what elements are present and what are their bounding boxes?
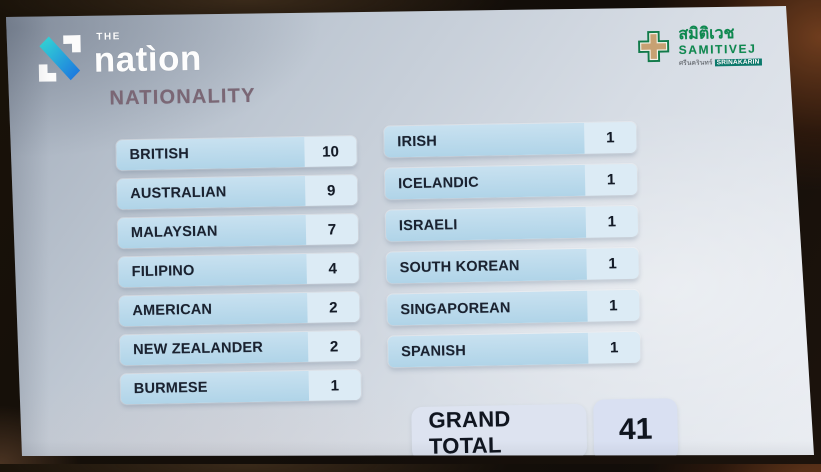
nationality-label: NEW ZEALANDER: [119, 331, 309, 366]
samitivej-branch-line: ศรีนครินทร์ SRINAKARIN: [679, 57, 762, 69]
nationality-count: 1: [609, 339, 619, 357]
nationality-row: MALAYSIAN 7: [117, 213, 359, 249]
nationality-row: SOUTH KOREAN 1: [386, 247, 639, 284]
samitivej-name: SAMITIVEJ: [678, 41, 757, 57]
nationality-column-right: IRISH 1 ICELANDIC 1 ISRAELI 1 SOUTH KOREAN 1 SIN…: [384, 121, 641, 379]
nationality-label: SINGAPOREAN: [387, 290, 588, 326]
nationality-label: FILIPINO: [118, 253, 307, 288]
nationality-count: 1: [605, 129, 615, 147]
grand-total-value: 41: [593, 398, 679, 456]
nationality-label: ISRAELI: [385, 206, 587, 242]
samitivej-cross-icon: [638, 30, 670, 63]
nationality-label: BURMESE: [120, 370, 310, 405]
nationality-row: SPANISH 1: [387, 331, 641, 368]
nationality-count: 1: [330, 376, 340, 394]
samitivej-logo: สมิติเวช SAMITIVEJ ศรีนครินทร์ SRINAKARI…: [636, 25, 762, 69]
nation-logo: THE natìon: [36, 28, 202, 82]
nationality-label: AMERICAN: [119, 292, 308, 327]
nation-name-label: natìon: [93, 38, 203, 80]
grand-total-row: GRAND TOTAL 41: [411, 398, 679, 456]
nationality-row: ISRAELI 1: [385, 205, 639, 242]
nationality-row: ICELANDIC 1: [384, 163, 638, 200]
nationality-row: AUSTRALIAN 9: [116, 174, 358, 210]
page-title: NATIONALITY: [109, 84, 256, 110]
nationality-count: 10: [322, 142, 340, 161]
nationality-row: AMERICAN 2: [119, 291, 360, 327]
nationality-count: 7: [327, 220, 337, 239]
samitivej-branch-thai: ศรีนครินทร์: [678, 59, 713, 68]
nationality-count: 2: [329, 337, 339, 355]
nationality-label: SOUTH KOREAN: [386, 248, 587, 284]
nationality-count: 1: [608, 255, 617, 273]
nationality-row: BURMESE 1: [120, 369, 362, 405]
nationality-label: SPANISH: [387, 332, 589, 368]
nationality-row: SINGAPOREAN 1: [387, 289, 640, 326]
nation-n-icon: [38, 35, 81, 82]
samitivej-wordmark: สมิติเวช SAMITIVEJ ศรีนครินทร์ SRINAKARI…: [678, 25, 762, 69]
nationality-count: 2: [329, 298, 338, 317]
nationality-row: FILIPINO 4: [118, 252, 359, 288]
nationality-count: 1: [607, 213, 617, 231]
samitivej-branch-name: SRINAKARIN: [714, 58, 762, 67]
nationality-label: BRITISH: [116, 136, 305, 171]
nationality-count: 1: [606, 171, 616, 189]
nationality-count: 9: [326, 181, 336, 200]
nation-wordmark: THE natìon: [93, 28, 203, 80]
nationality-label: MALAYSIAN: [117, 214, 307, 249]
nationality-row: BRITISH 10: [116, 135, 357, 171]
nationality-row: IRISH 1: [384, 121, 637, 158]
nationality-row: NEW ZEALANDER 2: [119, 330, 361, 366]
nationality-label: ICELANDIC: [384, 164, 586, 200]
grand-total-label: GRAND TOTAL: [411, 403, 588, 456]
nationality-count: 4: [328, 259, 337, 278]
nationality-label: AUSTRALIAN: [116, 175, 306, 210]
nationality-label: IRISH: [384, 122, 585, 158]
nationality-column-left: BRITISH 10 AUSTRALIAN 9 MALAYSIAN 7 FILIPINO 4 A…: [116, 135, 362, 413]
nationality-count: 1: [609, 297, 618, 315]
